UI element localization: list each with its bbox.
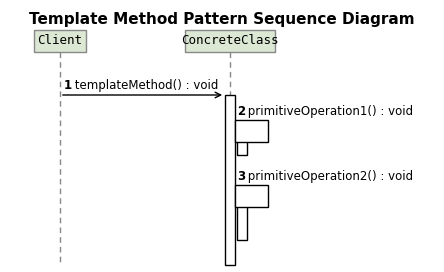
Text: 2: 2	[237, 105, 245, 118]
Bar	[237, 125, 247, 155]
Text: 1: 1	[64, 79, 72, 92]
Text: Client: Client	[37, 35, 83, 48]
Text: 3: 3	[237, 170, 245, 183]
Bar	[225, 95, 235, 265]
Text: Template Method Pattern Sequence Diagram: Template Method Pattern Sequence Diagram	[29, 12, 415, 27]
Bar	[235, 120, 268, 142]
Text: templateMethod() : void: templateMethod() : void	[71, 79, 218, 92]
Bar	[34, 30, 86, 52]
Text: primitiveOperation2() : void: primitiveOperation2() : void	[244, 170, 413, 183]
Text: ConcreteClass: ConcreteClass	[181, 35, 279, 48]
Text: primitiveOperation1() : void: primitiveOperation1() : void	[244, 105, 413, 118]
Bar	[185, 30, 275, 52]
Bar	[235, 185, 268, 207]
Bar	[237, 190, 247, 240]
